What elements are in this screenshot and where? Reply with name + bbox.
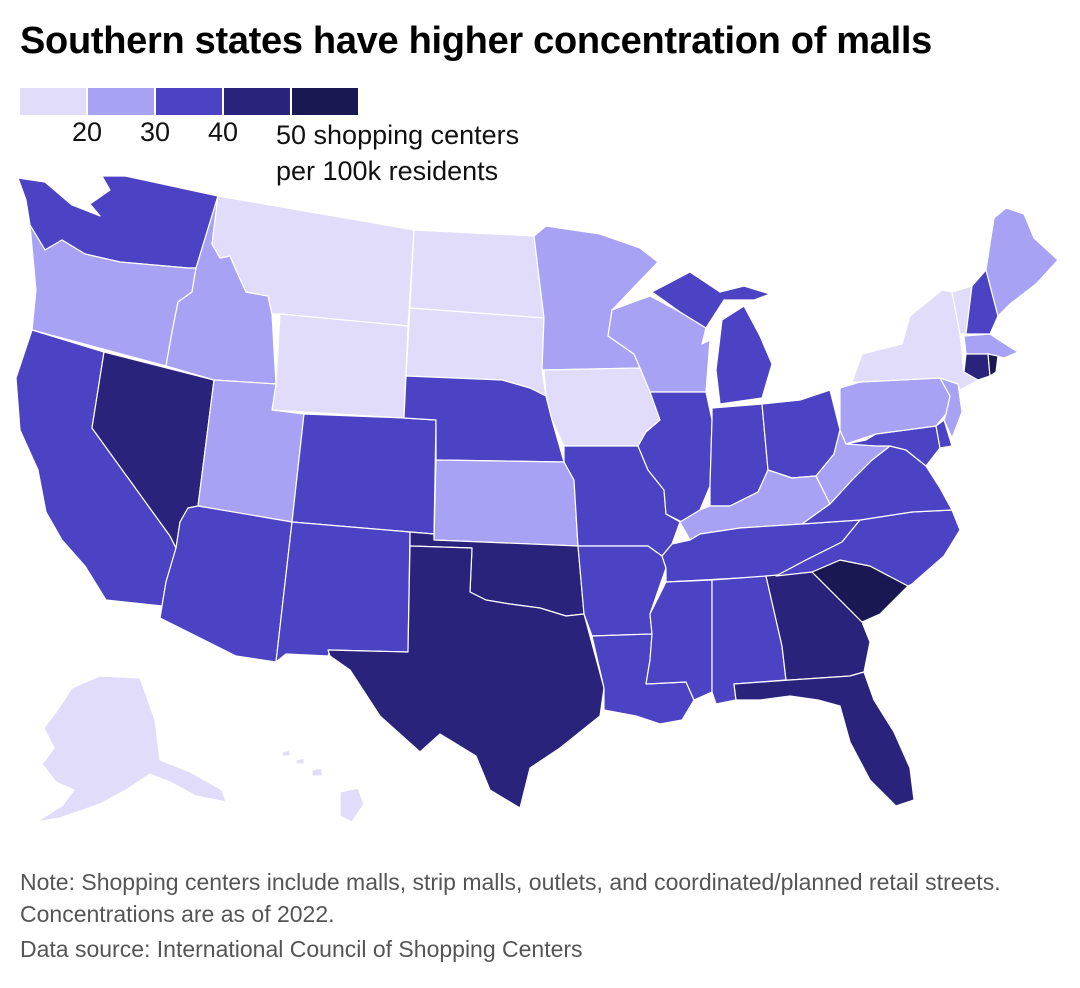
legend-unit-line: 50 shopping centers (276, 120, 520, 150)
state-az[interactable] (159, 505, 293, 663)
state-de[interactable] (935, 419, 953, 449)
state-mt[interactable] (211, 195, 415, 327)
us-map (15, 175, 1059, 823)
legend-swatch (224, 88, 290, 115)
chart-title: Southern states have higher concentratio… (20, 20, 932, 62)
state-co[interactable] (291, 413, 437, 535)
state-nd[interactable] (409, 229, 545, 319)
state-ne[interactable] (403, 375, 565, 463)
state-ct[interactable] (963, 353, 991, 381)
chart-source: Data source: International Council of Sh… (20, 936, 583, 962)
state-mi[interactable] (651, 271, 773, 405)
legend-unit-line: per 100k residents (276, 156, 499, 186)
state-ia[interactable] (543, 367, 661, 447)
legend-tick: 40 (208, 117, 239, 147)
chart-note: Note: Shopping centers include malls, st… (20, 869, 1001, 927)
state-fl[interactable] (733, 671, 915, 807)
legend-swatch (20, 88, 86, 115)
legend-swatch (88, 88, 154, 115)
legend-tick: 20 (72, 117, 103, 147)
state-me[interactable] (985, 207, 1059, 317)
legend-unit-label: 50 shopping centers per 100k residents (276, 117, 519, 189)
state-tx[interactable] (327, 545, 605, 809)
state-ak[interactable] (35, 675, 227, 823)
state-md[interactable] (845, 425, 941, 467)
state-ks[interactable] (433, 459, 579, 547)
state-nj[interactable] (939, 377, 963, 439)
legend (20, 88, 360, 115)
state-ny[interactable] (851, 289, 979, 391)
state-nm[interactable] (275, 521, 411, 663)
legend-swatches (20, 88, 360, 115)
legend-swatch (292, 88, 358, 115)
state-wy[interactable] (271, 313, 409, 419)
state-ri[interactable] (987, 353, 999, 377)
state-hi[interactable] (281, 749, 365, 823)
legend-tick: 30 (140, 117, 171, 147)
legend-swatch (156, 88, 222, 115)
state-wi[interactable] (607, 295, 711, 393)
